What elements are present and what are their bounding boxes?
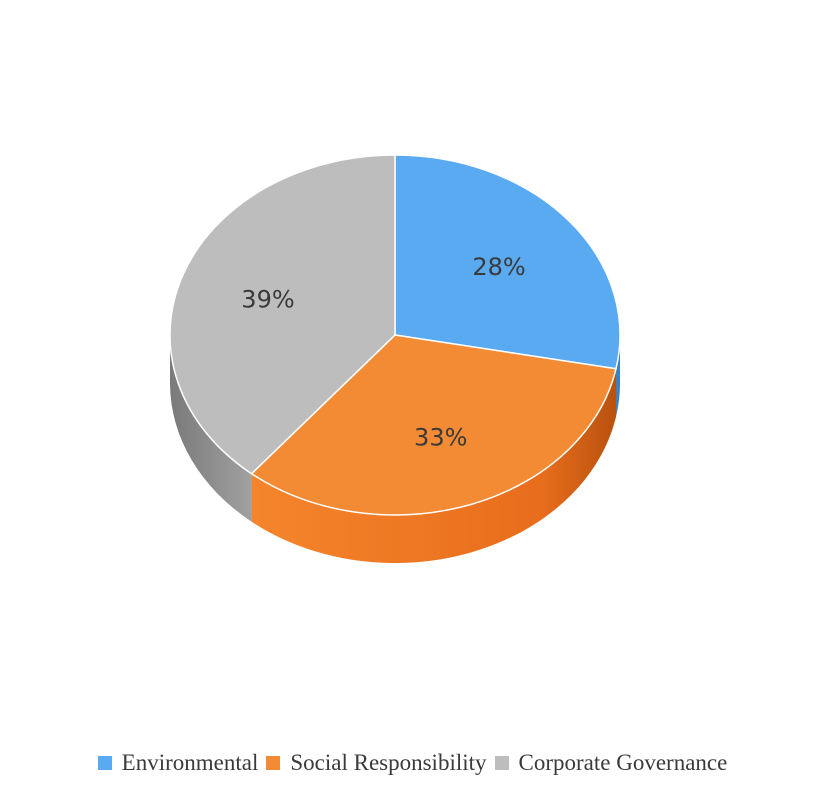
legend-item-environmental: Environmental: [97, 750, 259, 776]
legend-label-social-responsibility: Social Responsibility: [290, 750, 487, 775]
pie-slice-environmental: [394, 154, 621, 370]
data-label-social-responsibility: 33%: [414, 424, 467, 452]
legend-swatch-environmental: [97, 756, 112, 770]
legend-item-corporate-governance: Corporate Governance: [494, 750, 728, 776]
pie-slice-corporate-governance: [169, 154, 396, 475]
pie-top-layer: [169, 154, 621, 516]
legend: Environmental Social Responsibility Corp…: [0, 750, 825, 776]
pie-side-corporate-governance: [170, 335, 252, 522]
data-label-corporate-governance: 39%: [241, 285, 294, 313]
pie-slice-social-responsibility: [250, 334, 617, 516]
data-label-environmental: 28%: [472, 253, 525, 281]
pie-side-social-responsibility: [251, 368, 617, 564]
legend-item-social-responsibility: Social Responsibility: [266, 750, 487, 776]
legend-swatch-social-responsibility: [266, 756, 281, 770]
legend-label-environmental: Environmental: [121, 750, 259, 775]
legend-swatch-corporate-governance: [494, 756, 509, 770]
pie-label-layer: 28% 33% 39%: [241, 253, 525, 451]
legend-label-corporate-governance: Corporate Governance: [518, 750, 728, 775]
